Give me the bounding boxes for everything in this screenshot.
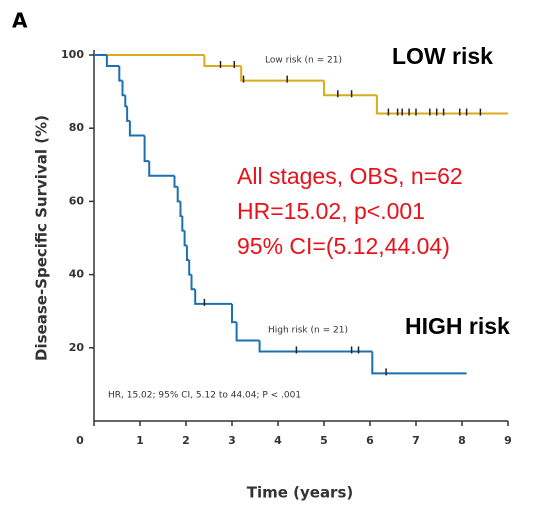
annotation: HIGH risk: [405, 313, 510, 339]
annotation: 95% CI=(5.12,44.04): [237, 233, 450, 259]
survival-step: [185, 245, 190, 261]
y-tick-label: 100: [61, 48, 84, 61]
survival-step: [173, 175, 178, 188]
x-tick-label: 3: [228, 434, 236, 447]
y-tick-label: 40: [69, 268, 85, 281]
survival-step: [179, 201, 183, 218]
survival-step: [143, 135, 150, 163]
survival-step: [124, 95, 128, 108]
y-tick-label: 20: [69, 341, 85, 354]
survival-step: [183, 230, 187, 247]
survival-step: [203, 55, 242, 67]
survival-step: [235, 322, 260, 342]
x-tick-label: 4: [274, 434, 282, 447]
survival-step: [188, 259, 192, 276]
survival-step: [194, 289, 232, 305]
note: HR, 15.02; 95% CI, 5.12 to 44.04; P < .0…: [108, 391, 301, 401]
x-tick-label: 8: [458, 434, 466, 447]
survival-step: [118, 65, 123, 82]
y-tick-label: 80: [69, 121, 85, 134]
survival-step: [148, 161, 175, 177]
x-axis-title: Time (years): [247, 484, 354, 502]
survival-step: [323, 80, 377, 97]
survival-step: [371, 351, 467, 375]
annotation: All stages, OBS, n=62: [237, 163, 463, 189]
x-tick-label: 9: [504, 434, 512, 447]
y-axis-title: Disease-Specific Survival (%): [33, 115, 51, 361]
survival-step: [375, 95, 508, 115]
survival-step: [176, 186, 181, 203]
survival-step: [258, 340, 373, 353]
annotation: HR=15.02, p<.001: [237, 198, 425, 224]
x-tick-label: 1: [136, 434, 144, 447]
legend-label: Low risk (n = 21): [265, 56, 342, 66]
survival-step: [121, 80, 126, 97]
x-tick-label: 7: [412, 434, 420, 447]
x-tick-label: 2: [182, 434, 190, 447]
survival-step: [126, 106, 130, 122]
panel-label: A: [12, 9, 28, 33]
survival-step: [128, 120, 145, 137]
survival-step: [181, 216, 185, 232]
survival-step: [105, 55, 120, 67]
survival-step: [231, 303, 237, 324]
x-tick-label: 6: [366, 434, 374, 447]
x-tick-label: 0: [76, 434, 84, 447]
y-tick-label: 60: [69, 194, 85, 207]
survival-step: [190, 274, 196, 291]
legend-label: High risk (n = 21): [268, 326, 348, 336]
annotation: LOW risk: [392, 43, 493, 69]
x-tick-label: 5: [320, 434, 328, 447]
survival-step: [240, 65, 324, 82]
